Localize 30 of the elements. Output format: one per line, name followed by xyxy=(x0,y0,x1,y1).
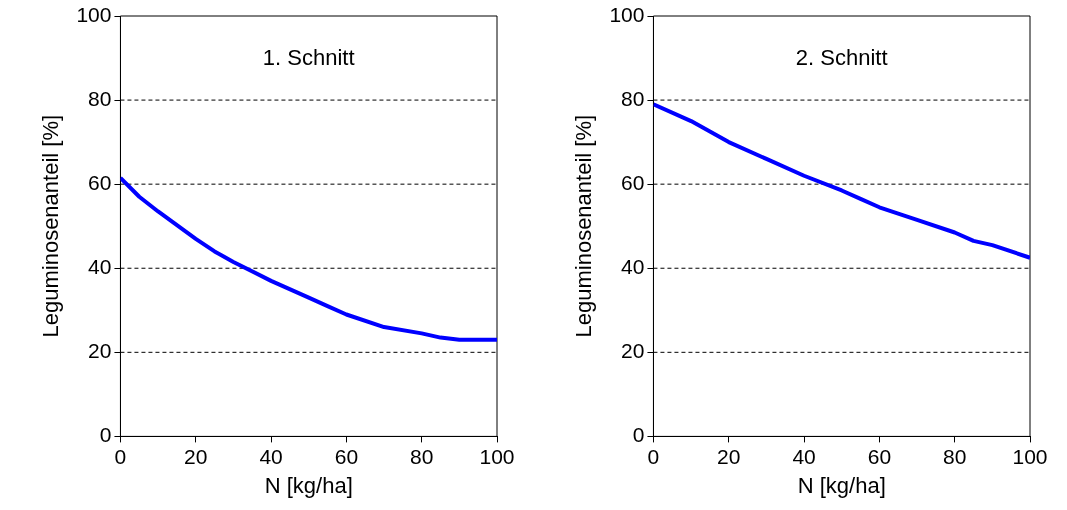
y-tick-label: 20 xyxy=(621,339,645,363)
y-tick-label: 60 xyxy=(621,170,645,194)
y-tick-label: 40 xyxy=(88,255,112,279)
x-tick-label: 100 xyxy=(1012,444,1048,468)
x-tick-label: 20 xyxy=(184,444,208,468)
y-tick-label: 0 xyxy=(632,423,645,447)
x-tick-label: 20 xyxy=(717,444,741,468)
y-axis-title: Leguminosenanteil [%] xyxy=(38,114,64,338)
x-tick-label: 60 xyxy=(867,444,892,468)
x-tick-label: 80 xyxy=(410,444,434,468)
x-axis-title: N [kg/ha] xyxy=(797,472,886,498)
x-axis-title: N [kg/ha] xyxy=(264,472,353,498)
y-axis-title: Leguminosenanteil [%] xyxy=(571,114,597,338)
text: 1. Schnitt xyxy=(262,45,355,71)
x-tick-label: 0 xyxy=(647,444,660,468)
x-tick-label: 100 xyxy=(479,444,515,468)
y-tick-label: 80 xyxy=(88,86,112,110)
y-tick-label: 40 xyxy=(621,255,645,279)
x-tick-label: 80 xyxy=(943,444,967,468)
y-tick-label: 0 xyxy=(99,423,112,447)
x-tick-label: 40 xyxy=(792,444,816,468)
y-tick-label: 80 xyxy=(621,86,645,110)
x-tick-label: 60 xyxy=(334,444,359,468)
y-tick-label: 60 xyxy=(88,170,112,194)
y-tick-label: 100 xyxy=(609,2,645,26)
x-tick-label: 0 xyxy=(114,444,127,468)
x-tick-label: 40 xyxy=(259,444,283,468)
text: 2. Schnitt xyxy=(795,45,888,71)
y-tick-label: 100 xyxy=(76,2,112,26)
y-tick-label: 20 xyxy=(88,339,112,363)
